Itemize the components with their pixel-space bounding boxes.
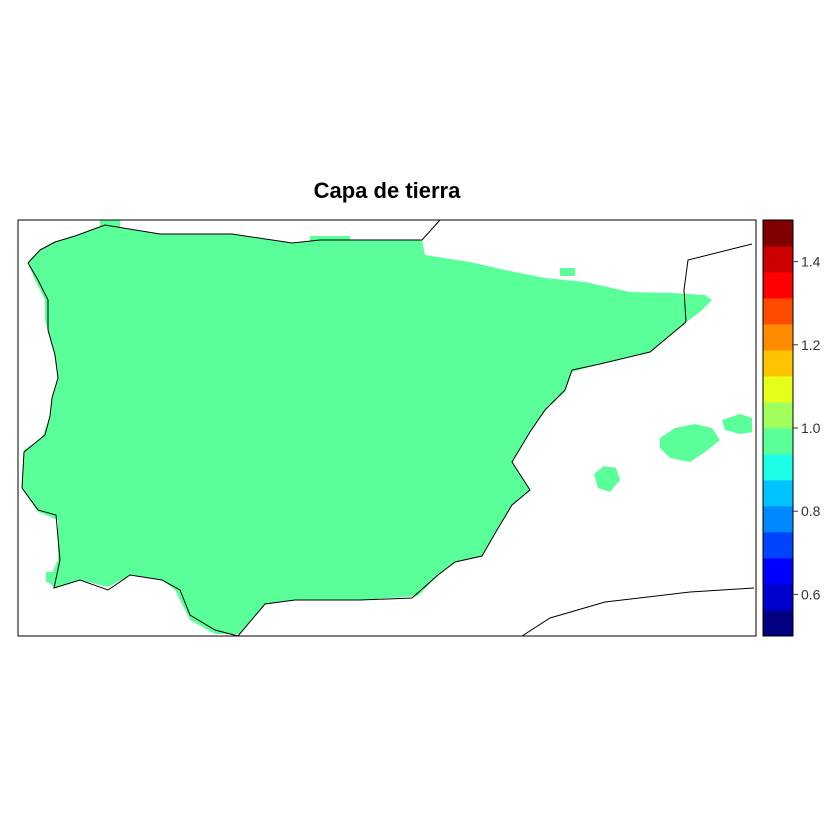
legend-swatch	[763, 246, 793, 273]
legend-swatch	[763, 506, 793, 533]
legend-swatch	[763, 584, 793, 611]
legend-swatch	[763, 350, 793, 377]
legend-tick-label: 0.8	[801, 503, 821, 519]
legend-tick-label: 0.6	[801, 586, 821, 602]
legend-swatch	[763, 532, 793, 559]
legend-tick-label: 1.0	[801, 420, 821, 436]
legend-swatch	[763, 324, 793, 351]
legend-tick-label: 1.2	[801, 337, 821, 353]
coastlines	[21, 219, 755, 637]
land-menorca	[722, 414, 752, 434]
legend-swatch	[763, 220, 793, 247]
legend-swatch	[763, 454, 793, 481]
legend-swatch	[763, 558, 793, 585]
legend-tick-label: 1.4	[801, 254, 821, 270]
legend-swatch	[763, 480, 793, 507]
color-legend: 0.6 0.8 1.0 1.2 1.4	[762, 219, 821, 637]
legend-swatch	[763, 376, 793, 403]
legend-swatch	[763, 610, 793, 637]
map-panel	[17, 219, 757, 637]
land-ibiza	[594, 466, 620, 492]
map-frame	[17, 219, 757, 637]
legend-swatch	[763, 428, 793, 455]
legend-swatch	[763, 272, 793, 299]
land-mallorca	[660, 424, 720, 462]
coastline-iberia	[21, 219, 753, 637]
plot-title: Capa de tierra	[313, 178, 461, 203]
legend-swatch	[763, 402, 793, 429]
legend-swatch	[763, 298, 793, 325]
land-iberian-peninsula	[22, 225, 712, 634]
coastline-north-africa	[521, 587, 755, 637]
